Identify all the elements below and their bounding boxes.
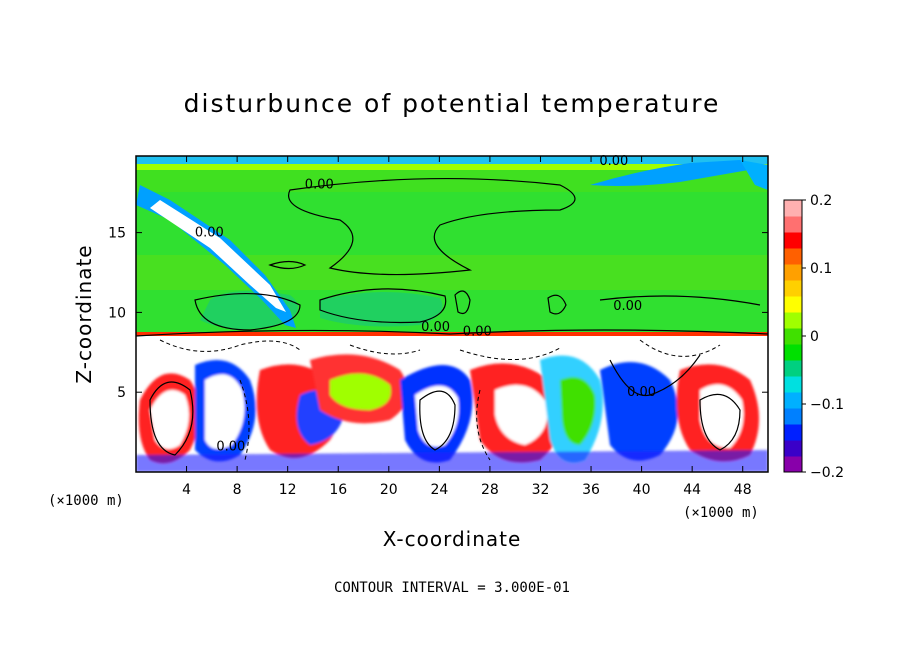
colorbar-swatch xyxy=(784,232,802,249)
colorbar-swatch xyxy=(784,424,802,441)
colorbar-swatch xyxy=(784,264,802,281)
x-tick-label: 48 xyxy=(734,482,752,498)
contour-label: 0.00 xyxy=(463,325,492,340)
x-tick-label: 44 xyxy=(683,482,701,498)
colorbar-swatch xyxy=(784,312,802,329)
x-tick-label: 8 xyxy=(233,482,242,498)
plot-frame xyxy=(135,155,769,473)
x-axis-label: X-coordinate xyxy=(383,527,522,551)
colorbar-tick-label: −0.2 xyxy=(810,465,844,481)
x-tick-label: 36 xyxy=(582,482,600,498)
colorbar-swatch xyxy=(784,456,802,473)
colorbar-swatch xyxy=(784,280,802,297)
contour-label: 0.00 xyxy=(216,439,245,454)
cold-plume-core xyxy=(150,200,286,312)
x-tick-label: 40 xyxy=(633,482,651,498)
colorbar-tick-label: 0.2 xyxy=(810,193,832,209)
colorbar-swatch xyxy=(784,344,802,361)
x-tick-label: 24 xyxy=(430,482,448,498)
contour-label: 0.00 xyxy=(599,154,628,169)
upper-field xyxy=(136,170,768,192)
x-tick-label: 4 xyxy=(182,482,191,498)
colorbar xyxy=(783,199,803,473)
colorbar-ticks: 0.2 0.1 0 −0.1 −0.2 xyxy=(802,193,844,481)
colorbar-swatch xyxy=(784,440,802,457)
contour-label: 0.00 xyxy=(195,226,224,241)
x-tick-label: 20 xyxy=(380,482,398,498)
x-tick-label: 28 xyxy=(481,482,499,498)
top-band-lime xyxy=(136,164,768,170)
colorbar-swatch xyxy=(784,296,802,313)
top-band-cyan xyxy=(136,156,768,164)
y-tick-label: 15 xyxy=(108,226,126,242)
colorbar-swatch xyxy=(784,216,802,233)
colorbar-swatch xyxy=(784,248,802,265)
cold-edge-right xyxy=(740,160,768,190)
x-tick-label: 16 xyxy=(329,482,347,498)
contour-label: 0.00 xyxy=(305,178,334,193)
contour-labels: 0.00 0.00 0.00 0.00 0.00 0.00 0.00 0.00 xyxy=(195,154,656,455)
contour-label: 0.00 xyxy=(627,385,656,400)
x-unit-right: (×1000 m) xyxy=(683,505,759,521)
x-tick-label: 32 xyxy=(532,482,550,498)
chart-title: disturbunce of potential temperature xyxy=(184,89,721,118)
colorbar-tick-label: 0 xyxy=(810,329,819,345)
x-unit-left: (×1000 m) xyxy=(48,493,124,509)
y-axis: 5 10 15 xyxy=(108,226,768,401)
colorbar-swatch xyxy=(784,392,802,409)
x-axis: 4 8 12 16 20 24 28 32 36 40 44 48 xyxy=(182,156,752,498)
cold-plume-right xyxy=(590,160,760,186)
colorbar-tick-label: 0.1 xyxy=(810,261,832,277)
colorbar-swatch xyxy=(784,360,802,377)
colorbar-swatch xyxy=(784,376,802,393)
plot-area xyxy=(136,156,768,472)
contour-label: 0.00 xyxy=(421,320,450,335)
contour-label: 0.00 xyxy=(613,299,642,314)
contour-interval-text: CONTOUR INTERVAL = 3.000E-01 xyxy=(334,580,570,596)
colorbar-tick-label: −0.1 xyxy=(810,397,844,413)
colorbar-swatch xyxy=(784,408,802,425)
y-tick-label: 5 xyxy=(117,385,126,401)
y-axis-label: Z-coordinate xyxy=(72,244,96,383)
colorbar-swatch xyxy=(784,328,802,345)
y-tick-label: 10 xyxy=(108,305,126,321)
colorbar-swatch xyxy=(784,200,802,217)
x-tick-label: 12 xyxy=(279,482,297,498)
